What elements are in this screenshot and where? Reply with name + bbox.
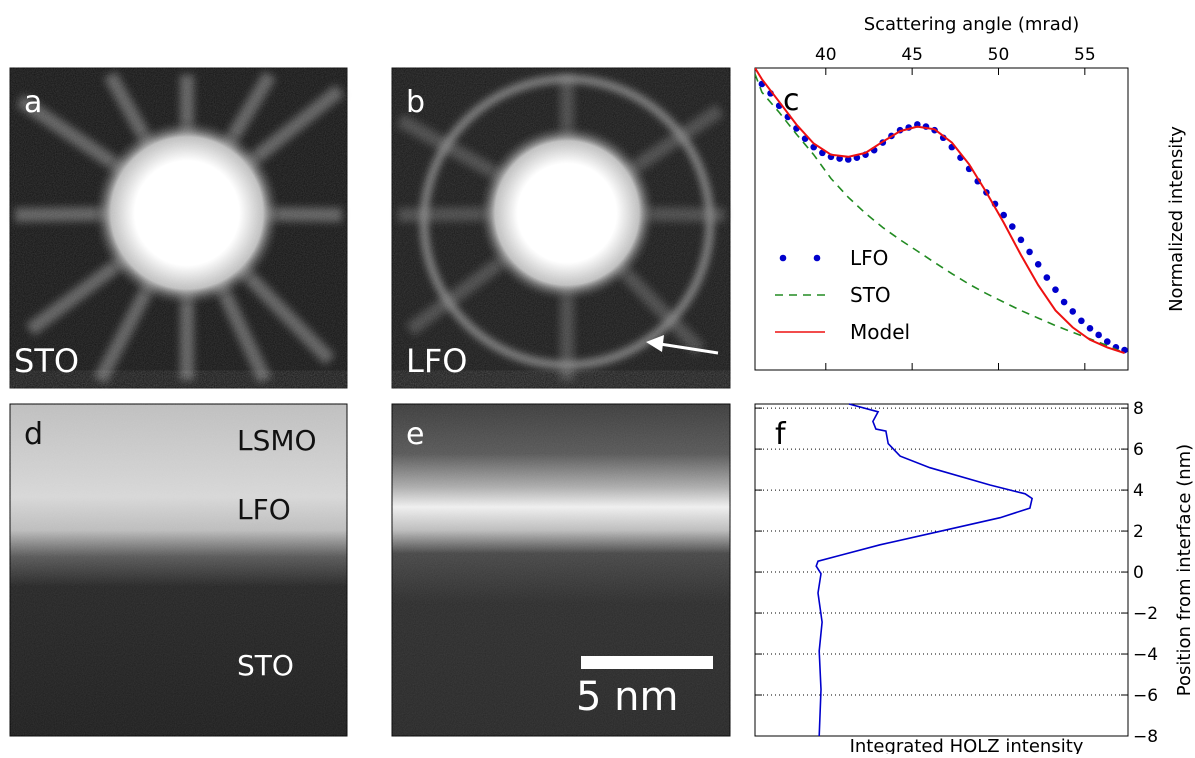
annotation: STO — [14, 342, 79, 380]
panel-b: b LFO — [391, 67, 731, 389]
x-tick-label: 45 — [901, 45, 923, 65]
point — [1086, 325, 1094, 332]
point — [1043, 274, 1051, 281]
annotation: LFO — [237, 493, 291, 526]
panel-a: a STO — [9, 67, 348, 389]
y-tick-label: 2 — [1133, 522, 1144, 542]
line — [755, 68, 1125, 355]
plot-frame — [754, 67, 1129, 371]
point — [1052, 286, 1059, 293]
point — [1009, 223, 1016, 230]
point — [1095, 331, 1102, 339]
annotation: LSMO — [237, 424, 317, 457]
panel-label: c — [783, 83, 800, 118]
y-tick-label: −6 — [1133, 686, 1158, 706]
panel-label: a — [24, 85, 42, 120]
point — [1026, 248, 1033, 256]
point — [1034, 261, 1042, 268]
series-group — [755, 68, 1128, 355]
panel-label: f — [775, 417, 787, 452]
y-tick-label: −8 — [1133, 727, 1158, 747]
x-tick-label: 55 — [1074, 45, 1096, 65]
point — [1069, 308, 1077, 315]
scale-bar — [581, 656, 713, 669]
point — [1017, 236, 1025, 244]
legend-marker — [813, 254, 821, 262]
panel-e: e 5 nm — [391, 403, 731, 737]
annotation: LFO — [406, 342, 467, 380]
panel-label: e — [406, 417, 424, 452]
y-tick-label: 6 — [1133, 440, 1144, 460]
profile-line — [815, 403, 1034, 737]
x-axis-label: Integrated HOLZ intensity — [850, 736, 1084, 754]
panel-label: b — [406, 85, 425, 120]
legend-label: Model — [850, 320, 910, 344]
x-axis-label: Scattering angle (mrad) — [864, 14, 1080, 35]
panel-d: d LSMO LFO STO — [9, 403, 348, 737]
y-tick-label: 4 — [1133, 481, 1144, 501]
y-tick-label: −2 — [1133, 604, 1158, 624]
plot-frame — [754, 403, 1129, 737]
point — [1103, 338, 1111, 345]
scale-bar-label: 5 nm — [576, 674, 678, 720]
point — [1078, 317, 1085, 325]
point — [1000, 211, 1007, 219]
legend-label: LFO — [850, 246, 888, 270]
x-tick-label: 40 — [815, 45, 837, 65]
y-axis-label: Normalized intensity — [1166, 126, 1187, 312]
y-tick-label: 0 — [1133, 563, 1144, 583]
line — [755, 73, 1125, 354]
point — [1060, 298, 1068, 306]
x-tick-label: 50 — [988, 45, 1010, 65]
y-tick-label: −4 — [1133, 645, 1158, 665]
panel-label: d — [24, 417, 43, 452]
annotation: STO — [237, 649, 294, 682]
legend-marker — [779, 254, 787, 262]
y-tick-label: 8 — [1133, 399, 1144, 419]
y-axis-label: Position from interface (nm) — [1174, 444, 1195, 696]
legend-label: STO — [850, 283, 891, 307]
point — [844, 156, 852, 163]
